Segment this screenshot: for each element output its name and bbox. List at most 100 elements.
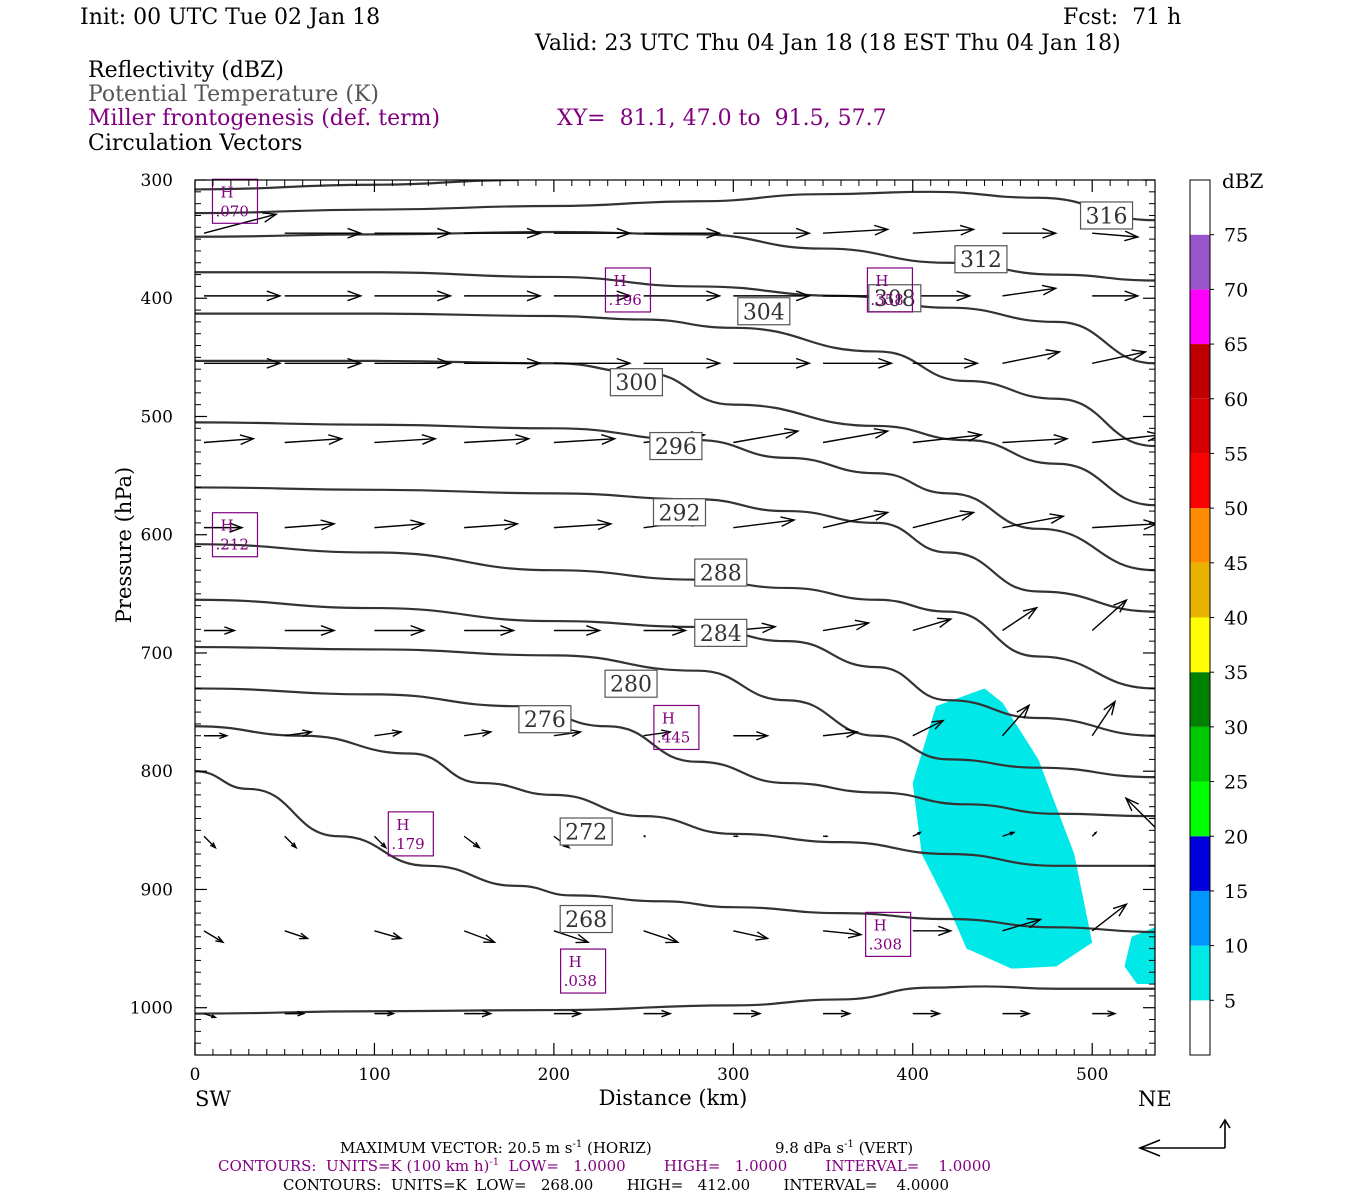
colorbar-swatch xyxy=(1190,1000,1210,1055)
circulation-vector-head xyxy=(795,290,812,302)
frontogenesis-high-value: .038 xyxy=(564,972,597,990)
theta-contour-280 xyxy=(195,687,1155,818)
theta-contour-284 xyxy=(195,645,1155,779)
circulation-vector-head xyxy=(1020,1009,1032,1018)
colorbar-tick-label: 35 xyxy=(1224,662,1248,684)
circulation-vector xyxy=(822,731,858,737)
y-tick-label: 300 xyxy=(141,171,173,191)
theta-contour-304 xyxy=(195,359,1155,507)
circulation-vector xyxy=(1092,351,1146,364)
contour-label-304: 304 xyxy=(743,300,785,325)
colorbar-swatch xyxy=(1190,672,1210,727)
contour-label-box xyxy=(609,368,664,397)
circulation-vector-head xyxy=(706,357,722,369)
y-axis-title: Pressure (hPa) xyxy=(112,467,136,623)
circulation-vector xyxy=(822,228,888,234)
frontogenesis-high-label: H xyxy=(875,272,888,290)
colorbar-tick-label: 75 xyxy=(1224,225,1248,247)
colorbar-tick-label: 55 xyxy=(1224,443,1248,465)
circulation-vector xyxy=(1092,434,1155,444)
circulation-vector-head xyxy=(483,934,497,943)
circulation-vector-head xyxy=(735,835,740,838)
circulation-vector-head xyxy=(410,519,426,531)
circulation-vector xyxy=(733,430,799,444)
theta-contour-300 xyxy=(195,421,1155,572)
circulation-vector-head xyxy=(1131,349,1148,360)
footer-max-vector-v: 9.8 dPa s xyxy=(775,1139,844,1157)
circulation-vector xyxy=(912,228,974,234)
circulation-vector xyxy=(1125,797,1155,829)
y-tick-label: 1000 xyxy=(130,999,173,1019)
circulation-vector-head xyxy=(597,519,613,531)
circulation-vector xyxy=(464,438,529,444)
circulation-vector-head xyxy=(586,625,602,636)
cross-section-endpoints: XY= 81.1, 47.0 to 91.5, 57.7 xyxy=(557,106,887,131)
init-time: Init: 00 UTC Tue 02 Jan 18 xyxy=(80,5,381,30)
footer-contours1b: LOW= 1.0000 HIGH= 1.0000 INTERVAL= 1.000… xyxy=(499,1157,991,1175)
contour-label-box xyxy=(604,669,658,698)
circulation-vector-head xyxy=(391,729,404,738)
circulation-vector-head xyxy=(601,434,617,445)
circulation-vector-head xyxy=(873,510,890,521)
circulation-vector-head xyxy=(1143,519,1155,531)
circulation-vector xyxy=(284,835,297,849)
circulation-vector-head xyxy=(873,427,890,439)
circulation-vector xyxy=(822,511,888,529)
x-tick-label: 300 xyxy=(717,1065,749,1085)
circulation-vector-head xyxy=(706,227,722,239)
circulation-vector-head xyxy=(410,625,426,636)
footer-max-vector-vert: 9.8 dPa s-1 (VERT) xyxy=(775,1139,913,1157)
axes: 300 400 500 600 700 800 900 1000 0 100 200 300 400 50… xyxy=(130,171,1155,1085)
frontogenesis-high-value: .308 xyxy=(869,935,902,953)
circulation-vector-head xyxy=(211,1014,218,1019)
circulation-vector-head xyxy=(437,290,453,302)
colorbar-tick-label: 25 xyxy=(1224,772,1248,794)
circulation-vector-head xyxy=(239,434,256,446)
circulation-vector xyxy=(912,434,982,444)
circulation-vector-head xyxy=(515,434,531,445)
circulation-vector xyxy=(284,523,335,529)
circulation-vector xyxy=(203,438,254,444)
circulation-vector xyxy=(463,930,495,943)
frontogenesis-high-label: H xyxy=(396,816,409,834)
x-tick-label: 0 xyxy=(190,1065,201,1085)
contour-label-296: 296 xyxy=(655,435,697,460)
circulation-vector-head xyxy=(1107,1010,1118,1018)
x-tick-label: 200 xyxy=(538,1065,570,1085)
circulation-vector-head xyxy=(1173,908,1186,919)
circulation-vector-head xyxy=(847,928,864,939)
circulation-vector-head xyxy=(1146,430,1155,442)
contour-label-box xyxy=(518,705,572,734)
frontogenesis-high-box xyxy=(387,811,434,857)
footer-max-vector-h: (HORIZ) xyxy=(582,1139,652,1157)
circulation-vector-head xyxy=(481,1009,493,1018)
circulation-vector xyxy=(1091,599,1127,632)
footer-exp-1: -1 xyxy=(572,1139,582,1150)
contour-label-300: 300 xyxy=(615,371,657,396)
circulation-vector-head xyxy=(761,622,778,634)
circulation-vector xyxy=(464,523,518,529)
contour-label-312: 312 xyxy=(960,248,1002,273)
circulation-vector-head xyxy=(571,1009,583,1018)
circulation-vector-head xyxy=(616,227,632,239)
footer-contours1: CONTOURS: UNITS=K (100 km h) xyxy=(218,1157,489,1175)
frontogenesis-high-box xyxy=(866,267,914,313)
circulation-vector-head xyxy=(938,925,953,937)
circulation-vector-head xyxy=(780,516,797,528)
contour-label-268: 268 xyxy=(565,908,607,933)
y-tick-label: 800 xyxy=(141,762,173,782)
circulation-vector-head xyxy=(825,835,829,838)
y-tick-label: 900 xyxy=(141,880,173,900)
circulation-vector-head xyxy=(840,1009,852,1018)
colorbar-title: dBZ xyxy=(1222,169,1264,193)
circulation-vector-head xyxy=(756,730,770,741)
circulation-vector-head xyxy=(224,626,237,635)
circulation-vector-head xyxy=(1103,699,1117,716)
circulation-vector-head xyxy=(299,932,310,940)
circulation-vector-head xyxy=(1041,284,1058,296)
colorbar-swatch xyxy=(1190,617,1210,673)
frontogenesis-high-value: .212 xyxy=(215,536,248,554)
circulation-vector-head xyxy=(660,729,673,738)
